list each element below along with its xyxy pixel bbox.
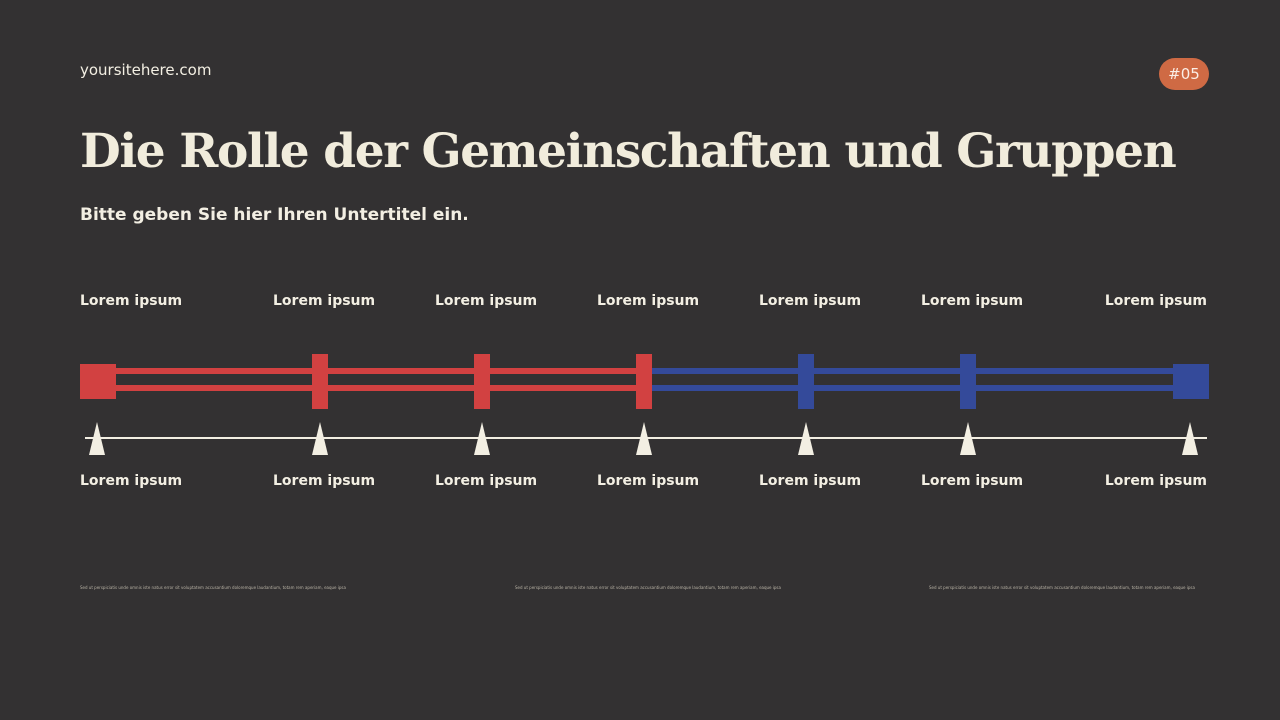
- footnote-1: Sed ut perspiciatis unde omnis iste natu…: [80, 585, 346, 590]
- pointer-triangle-2: [312, 422, 328, 455]
- blue-rail-top: [644, 368, 1179, 374]
- red-rail-top: [110, 368, 642, 374]
- top-label-4: Lorem ipsum: [597, 293, 700, 309]
- start-marker: [80, 364, 116, 399]
- red-rail-bottom: [110, 385, 642, 391]
- tick-marker-5: [798, 354, 814, 409]
- pointer-triangle-7: [1182, 422, 1198, 455]
- slide-number-badge: #05: [1159, 58, 1209, 90]
- top-label-7: Lorem ipsum: [1104, 293, 1207, 309]
- bottom-label-2: Lorem ipsum: [273, 473, 376, 489]
- pointer-triangle-5: [798, 422, 814, 455]
- site-url: yoursitehere.com: [80, 61, 212, 79]
- top-label-1: Lorem ipsum: [80, 293, 183, 309]
- bottom-label-1: Lorem ipsum: [80, 473, 183, 489]
- footnote-3: Sed ut perspiciatis unde omnis iste natu…: [929, 585, 1195, 590]
- bottom-label-4: Lorem ipsum: [597, 473, 700, 489]
- pointer-triangle-6: [960, 422, 976, 455]
- pointer-triangle-4: [636, 422, 652, 455]
- top-label-5: Lorem ipsum: [759, 293, 862, 309]
- end-marker: [1173, 364, 1209, 399]
- bottom-label-6: Lorem ipsum: [921, 473, 1024, 489]
- tick-marker-3: [474, 354, 490, 409]
- pointer-triangle-1: [89, 422, 105, 455]
- pointer-triangle-3: [474, 422, 490, 455]
- tick-marker-4: [636, 354, 652, 409]
- bottom-label-7: Lorem ipsum: [1104, 473, 1207, 489]
- top-label-2: Lorem ipsum: [273, 293, 376, 309]
- page-title: Die Rolle der Gemeinschaften und Gruppen: [80, 124, 1177, 179]
- top-label-6: Lorem ipsum: [921, 293, 1024, 309]
- bottom-label-3: Lorem ipsum: [435, 473, 538, 489]
- tick-marker-2: [312, 354, 328, 409]
- top-label-3: Lorem ipsum: [435, 293, 538, 309]
- blue-rail-bottom: [644, 385, 1179, 391]
- page-subtitle: Bitte geben Sie hier Ihren Untertitel ei…: [80, 205, 469, 225]
- bottom-label-5: Lorem ipsum: [759, 473, 862, 489]
- tick-marker-6: [960, 354, 976, 409]
- footnote-2: Sed ut perspiciatis unde omnis iste natu…: [515, 585, 781, 590]
